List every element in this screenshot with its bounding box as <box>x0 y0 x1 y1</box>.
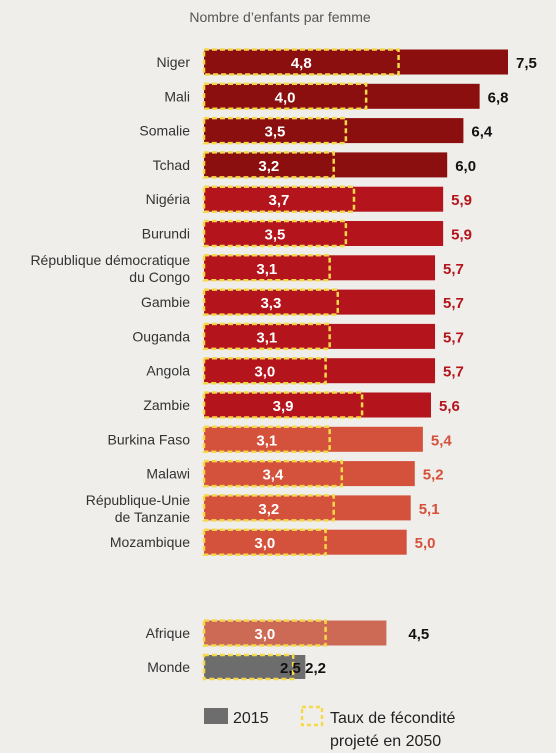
bar-2050-projection <box>202 425 331 454</box>
bar-2050-projection <box>202 288 340 316</box>
value-label-2050: 3,5 <box>265 124 286 141</box>
bar-2050-projection <box>202 219 348 248</box>
bar-2015 <box>204 529 407 555</box>
value-label-2050: 3,1 <box>256 432 277 449</box>
value-label-2015: 5,6 <box>439 398 460 415</box>
legend: 2015 Taux de fécondité projeté en 2050 <box>204 705 456 750</box>
category-label: République démocratique <box>30 252 190 268</box>
bar-2015 <box>204 323 436 349</box>
bar-2050-projection <box>202 116 348 145</box>
category-label: Gambie <box>141 294 190 310</box>
category-label: Afrique <box>146 625 191 641</box>
value-label-2050: 3,5 <box>265 227 286 244</box>
value-label-2015: 4,5 <box>408 626 429 643</box>
bar-2050-projection <box>202 459 344 488</box>
bar-2015 <box>204 152 448 178</box>
value-label-2015: 5,4 <box>431 432 453 449</box>
bar-2050-projection <box>202 322 331 351</box>
category-label: Somalie <box>139 123 190 139</box>
bar-2050-projection <box>202 528 327 556</box>
category-label: Ouganda <box>132 328 190 344</box>
bar-2015 <box>204 255 436 281</box>
bar-2050-projection <box>202 82 368 111</box>
legend-swatch-2015 <box>204 708 228 724</box>
bar-2050-projection <box>202 151 335 179</box>
bar-2015 <box>204 620 387 646</box>
legend-label-2015: 2015 <box>233 710 269 727</box>
category-label: Tchad <box>153 157 190 173</box>
value-label-2050: 3,1 <box>256 261 277 278</box>
category-label: Malawi <box>146 466 190 482</box>
value-label-2015: 7,5 <box>516 55 537 72</box>
category-label: du Congo <box>129 269 190 285</box>
value-label-2015: 5,9 <box>451 227 472 244</box>
bar-2050-projection <box>202 653 295 681</box>
value-label-2015: 5,0 <box>415 535 436 552</box>
bar-2015 <box>204 49 508 75</box>
value-label-2050: 4,0 <box>275 89 296 106</box>
value-label-2050: 2,2 <box>305 660 326 677</box>
value-label-2050: 4,8 <box>291 55 312 72</box>
value-label-2050: 3,7 <box>269 192 290 209</box>
bar-rows: Niger 7,5 4,8 Mali 6,8 4,0 Somalie 6,4 3,5 Tchad 6… <box>30 48 537 681</box>
bar-2015 <box>204 358 436 384</box>
value-label-2050: 3,0 <box>254 535 275 552</box>
value-label-2050: 3,9 <box>273 398 294 415</box>
value-label-2015: 6,0 <box>455 158 476 175</box>
bar-2050-projection <box>202 48 400 76</box>
bar-2015 <box>204 221 444 246</box>
category-label: Angola <box>146 363 190 379</box>
value-label-2050: 3,2 <box>258 501 279 518</box>
value-label-2015: 5,9 <box>451 192 472 209</box>
bar-2015 <box>204 392 431 418</box>
value-label-2015: 5,1 <box>419 501 440 518</box>
value-label-2050: 3,3 <box>260 295 281 312</box>
bar-2015 <box>204 186 444 212</box>
value-label-2050: 3,2 <box>258 158 279 175</box>
category-label: République-Unie <box>86 492 191 508</box>
bar-2050-projection <box>202 494 335 522</box>
value-label-2015: 5,7 <box>443 364 464 381</box>
chart-title: Nombre d’enfants par femme <box>189 9 371 25</box>
bar-2050-projection <box>202 185 356 213</box>
category-label: Burkina Faso <box>108 431 191 447</box>
category-label: de Tanzanie <box>115 509 190 525</box>
value-label-2015: 6,8 <box>488 89 509 106</box>
value-label-2050: 3,4 <box>262 467 284 484</box>
bar-2015 <box>204 495 411 521</box>
value-label-2015: 5,7 <box>443 261 464 278</box>
bar-2050-projection <box>202 254 331 282</box>
category-label: Zambie <box>143 397 190 413</box>
bar-2050-projection <box>202 391 364 419</box>
legend-swatch-projection <box>300 705 324 727</box>
category-label: Mali <box>164 88 190 104</box>
value-label-2015: 6,4 <box>471 124 493 141</box>
category-label: Nigéria <box>146 191 191 207</box>
value-label-2015: 5,7 <box>443 295 464 312</box>
bar-2050-projection <box>202 619 327 647</box>
bar-2050-projection <box>202 356 327 385</box>
value-label-2050: 3,1 <box>256 329 277 346</box>
value-label-2050: 3,0 <box>254 626 275 643</box>
category-label: Burundi <box>142 226 190 242</box>
value-label-2015: 5,2 <box>423 467 444 484</box>
bar-2015 <box>204 655 306 679</box>
bar-2015 <box>204 461 415 487</box>
legend-label-projection-line2: projeté en 2050 <box>330 733 441 750</box>
category-label: Mozambique <box>110 534 190 550</box>
bar-2015 <box>204 118 464 144</box>
value-label-2015: 5,7 <box>443 329 464 346</box>
category-label: Monde <box>147 659 190 675</box>
bar-2015 <box>204 289 436 315</box>
category-label: Niger <box>157 54 191 70</box>
bar-2015 <box>204 426 423 452</box>
value-label-2050: 3,0 <box>254 364 275 381</box>
bar-2015 <box>204 83 480 109</box>
legend-label-projection-line1: Taux de fécondité <box>330 710 456 727</box>
value-label-2015: 2,5 <box>280 660 301 677</box>
